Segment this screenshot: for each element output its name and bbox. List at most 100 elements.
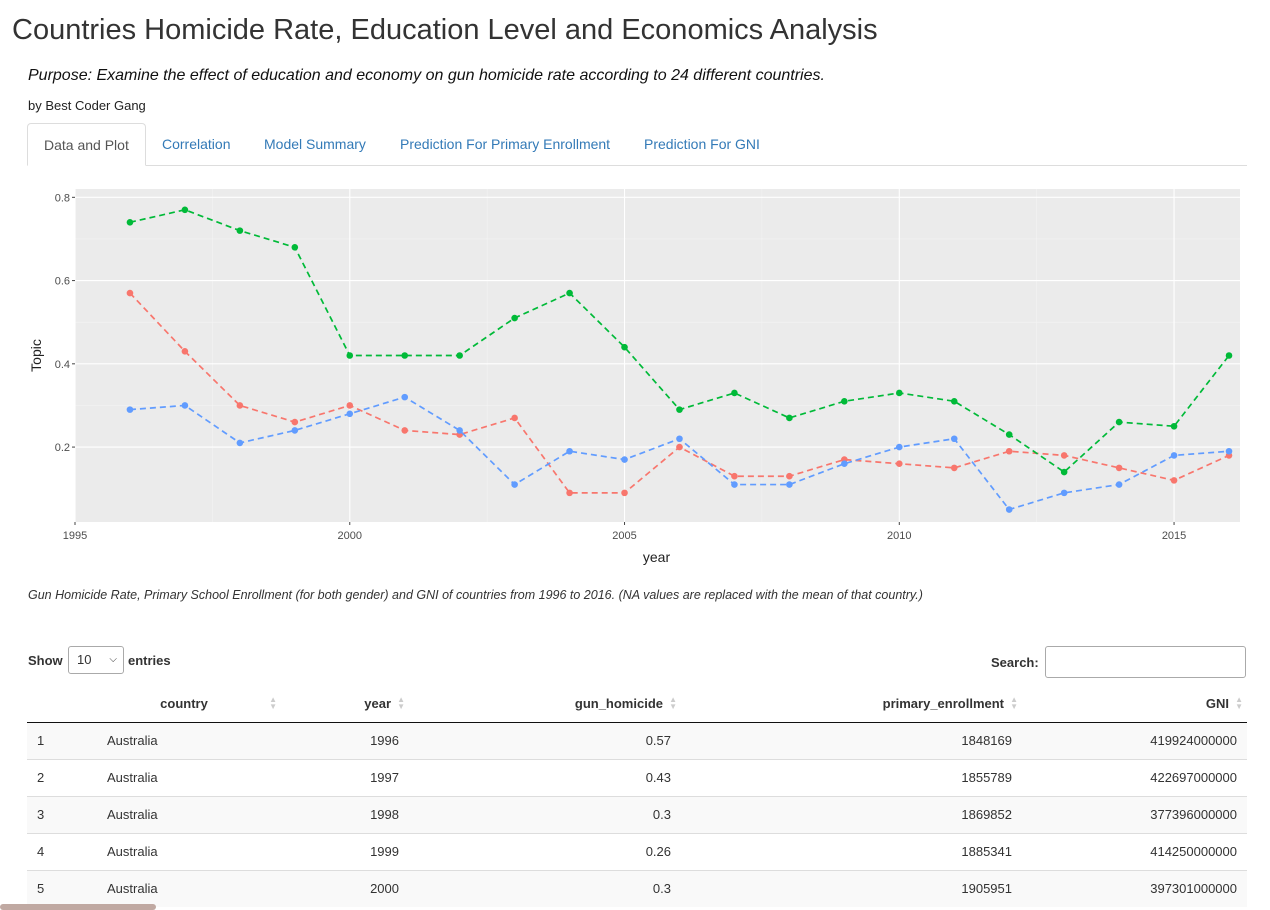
- show-label: Show: [28, 653, 63, 668]
- data-point: [1115, 464, 1123, 472]
- sort-icon: ▲ ▼: [397, 695, 405, 711]
- data-point: [621, 343, 628, 351]
- tab-correlation[interactable]: Correlation: [162, 136, 231, 152]
- cell-gni: 377396000000: [1022, 795, 1247, 833]
- cell-year: 1999: [281, 832, 409, 870]
- data-point: [731, 481, 738, 488]
- data-point: [236, 227, 244, 234]
- x-tick-label: 2010: [887, 530, 911, 542]
- sort-icon: ▲ ▼: [1235, 695, 1243, 711]
- table-row[interactable]: 3 Australia 1998 0.3 1869852 37739600000…: [27, 795, 1247, 833]
- cell-country: Australia: [97, 758, 281, 796]
- column-header-gun-homicide[interactable]: gun_homicide ▲ ▼: [409, 685, 681, 723]
- cell-gun-homicide: 0.3: [409, 869, 681, 907]
- y-tick-label: 0.2: [55, 442, 70, 454]
- cell-country: Australia: [97, 721, 281, 759]
- data-point: [181, 402, 189, 409]
- data-point: [1060, 452, 1068, 459]
- data-point: [841, 397, 848, 405]
- x-axis-title: year: [643, 549, 671, 565]
- data-point: [1060, 468, 1068, 476]
- data-point: [511, 414, 518, 422]
- data-point: [1005, 431, 1013, 438]
- data-point: [895, 389, 903, 397]
- sort-icon: ▲ ▼: [669, 695, 677, 711]
- data-point: [291, 427, 299, 434]
- data-point: [1115, 481, 1123, 488]
- y-tick-label: 0.8: [55, 192, 70, 204]
- data-point: [401, 393, 409, 401]
- table-row[interactable]: 2 Australia 1997 0.43 1855789 4226970000…: [27, 758, 1247, 796]
- tab-model-summary[interactable]: Model Summary: [264, 136, 366, 152]
- table-row[interactable]: 1 Australia 1996 0.57 1848169 4199240000…: [27, 721, 1247, 759]
- data-point: [291, 418, 299, 426]
- cell-gun-homicide: 0.3: [409, 795, 681, 833]
- cell-primary-enrollment: 1855789: [681, 758, 1022, 796]
- page-title: Countries Homicide Rate, Education Level…: [12, 14, 878, 46]
- row-index: 1: [27, 721, 97, 759]
- cell-gni: 414250000000: [1022, 832, 1247, 870]
- sort-icon: ▲ ▼: [1010, 695, 1018, 711]
- column-header-index[interactable]: [27, 685, 97, 723]
- data-point: [291, 243, 299, 251]
- length-value: 10: [77, 652, 92, 667]
- cell-year: 1996: [281, 721, 409, 759]
- data-point: [1225, 352, 1233, 359]
- column-header-gni[interactable]: GNI ▲ ▼: [1022, 685, 1247, 723]
- table-row[interactable]: 5 Australia 2000 0.3 1905951 39730100000…: [27, 869, 1247, 907]
- data-point: [731, 472, 738, 480]
- data-point: [346, 410, 354, 418]
- data-point: [950, 435, 958, 443]
- data-point: [1005, 506, 1013, 513]
- column-header-primary-enrollment[interactable]: primary_enrollment ▲ ▼: [681, 685, 1022, 723]
- tab-prediction-primary-enrollment[interactable]: Prediction For Primary Enrollment: [400, 136, 611, 152]
- column-header-year[interactable]: year ▲ ▼: [281, 685, 409, 723]
- cell-gun-homicide: 0.43: [409, 758, 681, 796]
- table-header-row: country ▲ ▼ year ▲ ▼ gun_homicide ▲ ▼ prima…: [27, 685, 1247, 723]
- data-point: [126, 406, 134, 413]
- chevron-down-icon: ⌵: [109, 654, 117, 665]
- data-point: [236, 402, 244, 409]
- entries-label: entries: [128, 653, 171, 668]
- x-tick-label: 2005: [612, 530, 636, 542]
- data-point: [786, 414, 793, 422]
- data-point: [126, 289, 134, 297]
- x-tick-label: 2000: [338, 530, 362, 542]
- search-label: Search:: [991, 655, 1039, 670]
- tab-prediction-gni[interactable]: Prediction For GNI: [644, 136, 760, 152]
- cell-gun-homicide: 0.26: [409, 832, 681, 870]
- cell-gni: 397301000000: [1022, 869, 1247, 907]
- data-point: [566, 289, 573, 297]
- cell-primary-enrollment: 1869852: [681, 795, 1022, 833]
- cell-country: Australia: [97, 869, 281, 907]
- table-row[interactable]: 4 Australia 1999 0.26 1885341 4142500000…: [27, 832, 1247, 870]
- data-point: [895, 460, 903, 468]
- data-point: [895, 443, 903, 451]
- column-header-country[interactable]: country ▲ ▼: [97, 685, 281, 723]
- cell-primary-enrollment: 1885341: [681, 832, 1022, 870]
- data-point: [786, 481, 793, 488]
- entries-length-select[interactable]: 10 ⌵: [68, 646, 124, 674]
- data-point: [1170, 452, 1178, 459]
- data-point: [676, 443, 683, 451]
- search-input[interactable]: [1045, 646, 1246, 678]
- cell-gni: 419924000000: [1022, 721, 1247, 759]
- data-point: [676, 406, 683, 413]
- tab-data-and-plot[interactable]: Data and Plot: [27, 123, 146, 166]
- data-point: [1115, 418, 1123, 426]
- sort-icon: ▲ ▼: [269, 695, 277, 711]
- purpose-text: Purpose: Examine the effect of education…: [28, 67, 825, 84]
- cell-year: 1998: [281, 795, 409, 833]
- row-index: 5: [27, 869, 97, 907]
- horizontal-scrollbar[interactable]: [0, 904, 156, 910]
- plot-caption: Gun Homicide Rate, Primary School Enroll…: [28, 588, 923, 602]
- data-point: [401, 427, 409, 434]
- data-point: [236, 439, 244, 447]
- line-chart: 1995 2000 2005 2010 2015 0.2 0.4 0.6 0.8 year Topi…: [28, 189, 1240, 565]
- y-tick-label: 0.4: [55, 359, 70, 371]
- data-point: [950, 397, 958, 405]
- data-point: [456, 427, 463, 434]
- data-point: [566, 489, 573, 497]
- data-point: [786, 472, 793, 480]
- data-point: [511, 314, 518, 322]
